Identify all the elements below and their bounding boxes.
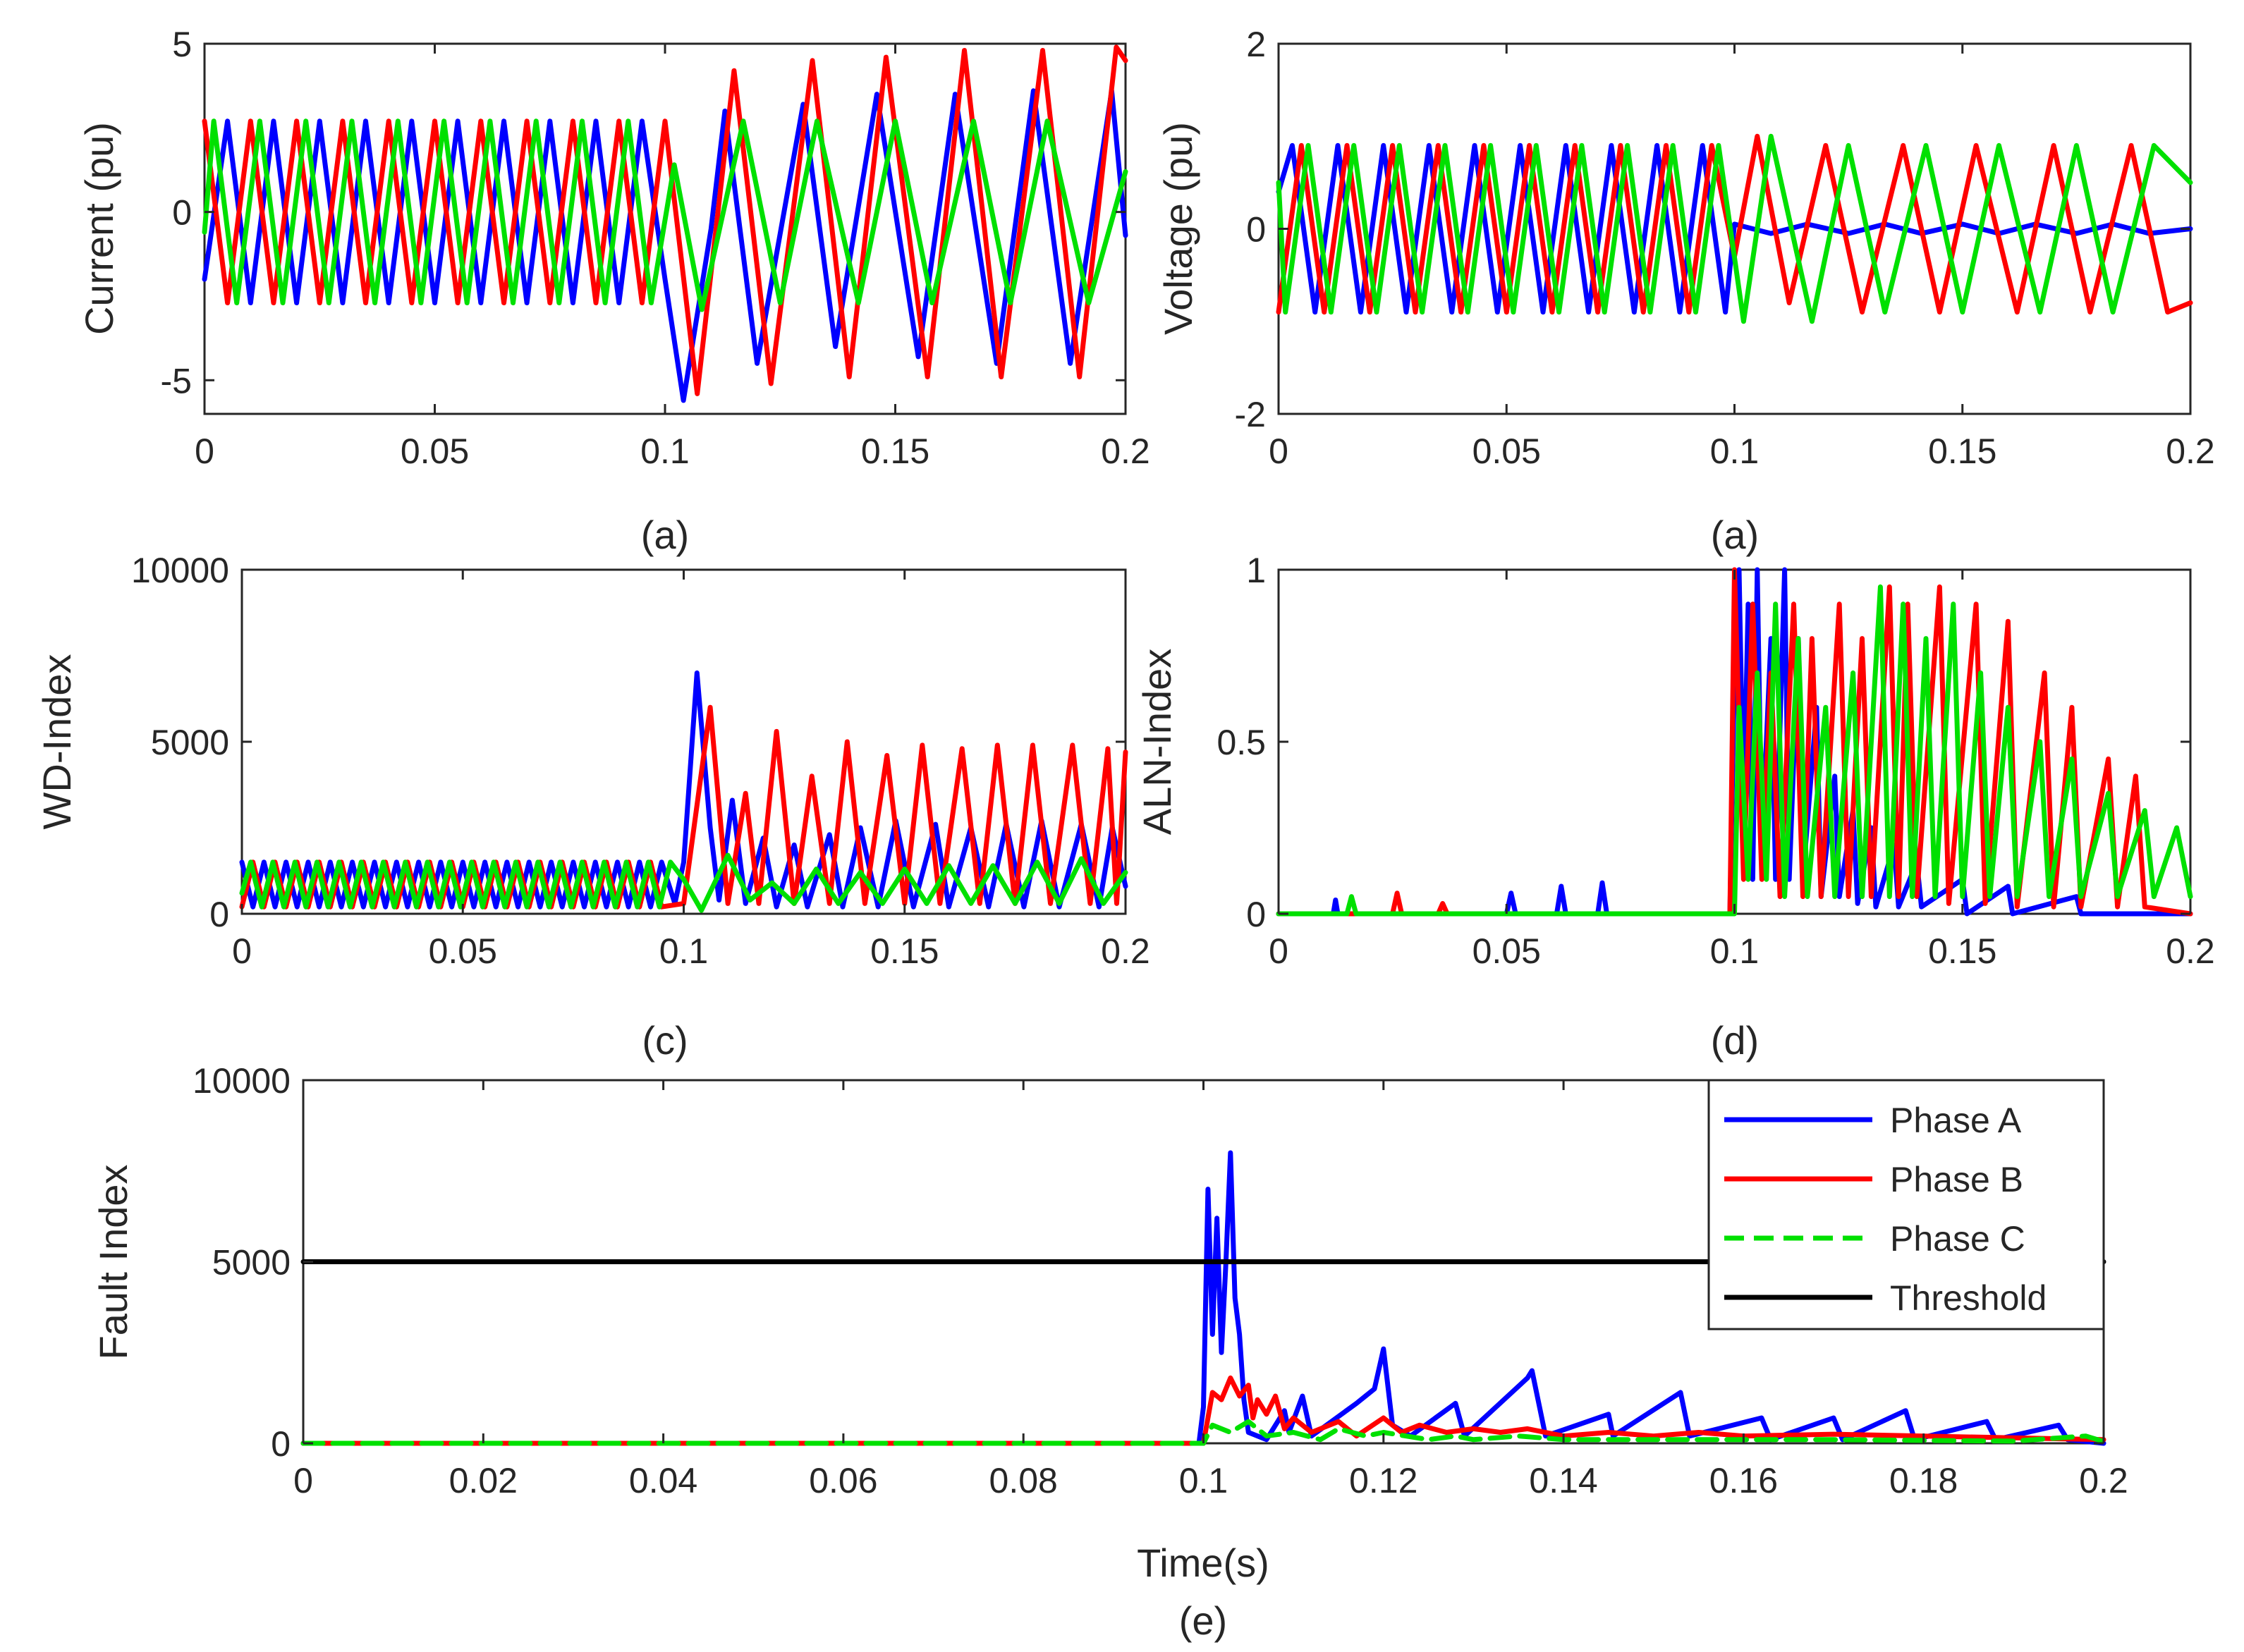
x-tick-label: 0.18: [1889, 1461, 1958, 1500]
x-tick-label: 0.04: [629, 1461, 697, 1500]
x-tick-label: 0.1: [1710, 432, 1760, 471]
x-tick-label: 0: [1269, 931, 1288, 971]
y-tick-label: 2: [1246, 25, 1266, 64]
x-tick-label: 0.1: [640, 432, 690, 471]
series-layer-voltage: [1276, 133, 2193, 324]
y-tick-label: -5: [161, 361, 192, 400]
tick-layer-current: 0 0.05 0.1 0.15 0.2-505: [161, 25, 1150, 471]
x-tick-label: 0.1: [1179, 1461, 1228, 1500]
ylabel-current: Current (pu): [77, 122, 121, 335]
series-line-phase-c: [202, 118, 1128, 312]
y-tick-label: 5000: [151, 723, 229, 762]
x-tick-label: 0.16: [1709, 1461, 1778, 1500]
x-tick-label: 0.2: [2166, 432, 2215, 471]
legend-label-phase-a: Phase A: [1890, 1101, 2022, 1140]
legend-label-phase-b: Phase B: [1890, 1160, 2023, 1199]
panel-fault-index: 0 0.02 0.04 0.06 0.08 0.1 0.12 0.14 0.16 0.18 0.2 0…: [91, 1061, 2128, 1643]
x-tick-label: 0.1: [1710, 931, 1760, 971]
x-tick-label: 0.05: [1472, 432, 1541, 471]
x-tick-label: 0.05: [401, 432, 469, 471]
x-tick-label: 0.2: [1101, 931, 1150, 971]
ylabel-wd-index: WD-Index: [35, 654, 79, 830]
panel-label-d: (d): [1711, 1018, 1759, 1063]
y-tick-label: -2: [1235, 395, 1266, 434]
y-tick-label: 0: [172, 193, 192, 233]
legend-label-threshold: Threshold: [1890, 1278, 2047, 1318]
y-tick-label: 10000: [193, 1061, 291, 1101]
series-line-phase-b: [202, 44, 1128, 396]
y-tick-label: 5: [172, 25, 192, 64]
tick-layer-aln-index: 0 0.05 0.1 0.15 0.2 0 0.5 1: [1216, 551, 2214, 971]
panel-label-c: (c): [642, 1018, 688, 1063]
series-layer-wd-index: [239, 670, 1128, 913]
x-tick-label: 0.1: [659, 931, 709, 971]
series-layer-aln-index: [1276, 567, 2193, 917]
tick-layer-wd-index: 0 0.05 0.1 0.15 0.2 0 5000 10000: [131, 551, 1150, 971]
x-tick-label: 0: [195, 432, 214, 471]
y-tick-label: 10000: [131, 551, 229, 590]
y-tick-label: 5000: [212, 1243, 291, 1283]
series-line-phase-c: [1276, 584, 2193, 917]
y-tick-label: 0: [1246, 895, 1266, 934]
panel-current: 0 0.05 0.1 0.15 0.2-505 Current (pu) (a): [77, 25, 1150, 557]
y-tick-label: 1: [1246, 551, 1266, 590]
x-tick-label: 0.14: [1529, 1461, 1597, 1500]
series-line-phase-c: [239, 852, 1128, 913]
y-tick-label: 0.5: [1216, 723, 1266, 762]
series-layer-current: [202, 44, 1128, 403]
x-tick-label: 0.02: [449, 1461, 518, 1500]
x-tick-label: 0.15: [870, 931, 939, 971]
tick-layer-voltage: 0 0.05 0.1 0.15 0.2-202: [1235, 25, 2215, 471]
x-tick-label: 0.05: [1472, 931, 1541, 971]
y-tick-label: 0: [271, 1424, 291, 1464]
x-tick-label: 0.12: [1349, 1461, 1417, 1500]
ylabel-aln-index: ALN-Index: [1135, 649, 1179, 836]
panel-voltage: 0 0.05 0.1 0.15 0.2-202 Voltage (pu) (a): [1156, 25, 2215, 557]
series-line-phase-b: [1276, 133, 2193, 315]
y-tick-label: 0: [1246, 210, 1266, 250]
legend-label-phase-c: Phase C: [1890, 1219, 2025, 1259]
ylabel-voltage: Voltage (pu): [1156, 122, 1200, 335]
x-tick-label: 0.15: [1928, 432, 1996, 471]
panel-label-a-current: (a): [641, 513, 689, 557]
x-tick-label: 0.2: [2079, 1461, 2128, 1500]
tick-layer-fault-index: 0 0.02 0.04 0.06 0.08 0.1 0.12 0.14 0.16 0.18 0.2 0…: [193, 1061, 2128, 1500]
series-line-phase-c: [1276, 133, 2193, 324]
x-tick-label: 0.06: [809, 1461, 877, 1500]
panel-label-a-voltage: (a): [1711, 513, 1759, 557]
x-tick-label: 0.08: [989, 1461, 1058, 1500]
x-tick-label: 0: [1269, 432, 1288, 471]
y-tick-label: 0: [209, 895, 229, 934]
x-tick-label: 0.15: [1928, 931, 1996, 971]
panel-aln-index: 0 0.05 0.1 0.15 0.2 0 0.5 1 ALN-Index (d): [1135, 551, 2215, 1063]
ylabel-fault-index: Fault Index: [91, 1164, 135, 1359]
xlabel-fault-index: Time(s): [1137, 1541, 1269, 1585]
x-tick-label: 0.05: [429, 931, 497, 971]
series-line-phase-b: [300, 1375, 2106, 1446]
x-tick-label: 0: [232, 931, 252, 971]
panel-label-e: (e): [1179, 1598, 1227, 1643]
x-tick-label: 0.15: [861, 432, 929, 471]
x-tick-label: 0.2: [2166, 931, 2215, 971]
series-line-phase-c: [300, 1419, 2106, 1446]
legend: Phase A Phase B Phase C Threshold: [1707, 1079, 2105, 1330]
x-tick-label: 0.2: [1101, 432, 1150, 471]
panel-wd-index: 0 0.05 0.1 0.15 0.2 0 5000 10000 WD-Index (c): [35, 551, 1150, 1063]
x-tick-label: 0: [293, 1461, 313, 1500]
